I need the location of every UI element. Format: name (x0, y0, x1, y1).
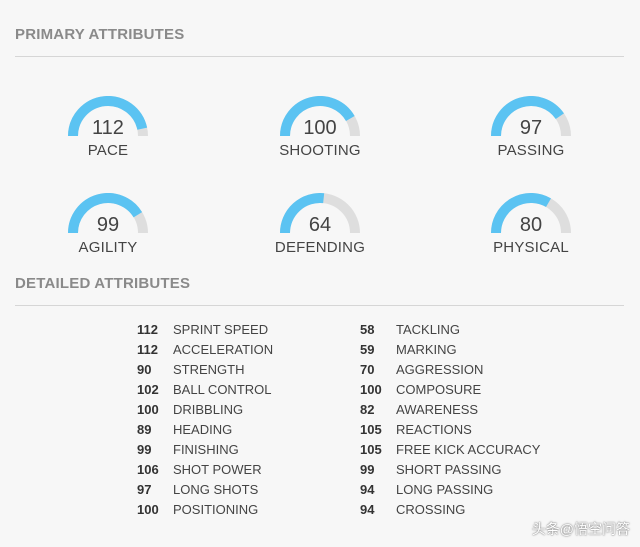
attribute-row: 94 CROSSING (360, 501, 540, 521)
attribute-value: 100 (360, 382, 382, 397)
attribute-name: REACTIONS (396, 422, 472, 437)
gauge-value: 64 (308, 214, 332, 236)
attribute-value: 89 (137, 422, 152, 437)
gauge-fill (491, 96, 564, 136)
gauge-value: 112 (92, 117, 124, 139)
gauge-fill (280, 96, 355, 136)
detailed-divider (15, 305, 624, 306)
attribute-value: 90 (137, 362, 152, 377)
attribute-name: LONG PASSING (396, 482, 494, 497)
gauge-fill (68, 96, 148, 136)
attribute-name: STRENGTH (173, 362, 245, 377)
attribute-name: SPRINT SPEED (173, 322, 269, 337)
attribute-row: 97 LONG SHOTS (137, 481, 273, 501)
gauge-fill (68, 193, 143, 233)
gauge-arc (491, 193, 571, 233)
attribute-row: 58 TACKLING (360, 321, 540, 341)
primary-divider (15, 56, 624, 57)
attribute-value: 70 (360, 362, 375, 377)
attribute-name: HEADING (173, 422, 233, 437)
attribute-value: 58 (360, 322, 375, 337)
attribute-name: LONG SHOTS (173, 482, 259, 497)
gauge-pace: 112 PACE (38, 96, 178, 176)
attribute-row: 105 REACTIONS (360, 421, 540, 441)
gauge-arc (280, 193, 360, 233)
watermark-text: 头条@悟空问答 (531, 521, 630, 537)
attribute-row: 100 DRIBBLING (137, 401, 273, 421)
attribute-row: 100 COMPOSURE (360, 381, 540, 401)
gauge-arc (68, 193, 148, 233)
attribute-row: 82 AWARENESS (360, 401, 540, 421)
attribute-value: 106 (137, 462, 159, 477)
attribute-name: TACKLING (396, 322, 461, 337)
attribute-row: 94 LONG PASSING (360, 481, 540, 501)
gauge-value: 97 (519, 117, 543, 139)
attribute-value: 99 (360, 462, 375, 477)
attribute-value: 102 (137, 382, 159, 397)
attribute-row: 90 STRENGTH (137, 361, 273, 381)
attribute-row: 100 POSITIONING (137, 501, 273, 521)
attribute-name: SHOT POWER (173, 462, 262, 477)
attribute-row: 89 HEADING (137, 421, 273, 441)
gauge-fill (280, 193, 325, 233)
gauge-label: DEFENDING (274, 239, 366, 256)
gauge-fill (491, 193, 551, 233)
detailed-attributes-title: DETAILED ATTRIBUTES (15, 275, 191, 292)
attributes-left-column: 112 SPRINT SPEED 112 ACCELERATION 90 STRENG… (137, 321, 273, 521)
attribute-row: 102 BALL CONTROL (137, 381, 273, 401)
gauge-passing: 97 PASSING (461, 96, 601, 176)
attribute-name: FREE KICK ACCURACY (396, 442, 541, 457)
gauge-arc (68, 96, 148, 136)
primary-attributes-title: PRIMARY ATTRIBUTES (15, 26, 185, 43)
attribute-name: DRIBBLING (173, 402, 244, 417)
attribute-row: 99 SHORT PASSING (360, 461, 540, 481)
attribute-value: 97 (137, 482, 152, 497)
attribute-value: 112 (137, 342, 158, 357)
attribute-value: 100 (137, 402, 159, 417)
attribute-name: COMPOSURE (396, 382, 482, 397)
gauge-value: 99 (96, 214, 120, 236)
attribute-row: 112 SPRINT SPEED (137, 321, 273, 341)
attribute-name: AGGRESSION (396, 362, 484, 377)
attribute-name: BALL CONTROL (173, 382, 272, 397)
attributes-right-column: 58 TACKLING 59 MARKING 70 AGGRESSION 100 COM… (360, 321, 540, 521)
attribute-name: FINISHING (173, 442, 239, 457)
attribute-row: 112 ACCELERATION (137, 341, 273, 361)
gauge-defending: 64 DEFENDING (250, 193, 390, 273)
gauge-label: PASSING (497, 142, 565, 159)
gauge-label: SHOOTING (279, 142, 361, 159)
gauge-agility: 99 AGILITY (38, 193, 178, 273)
attribute-value: 94 (360, 502, 375, 517)
attribute-value: 105 (360, 422, 382, 437)
attribute-value: 105 (360, 442, 382, 457)
gauge-label: AGILITY (78, 239, 138, 256)
attribute-name: AWARENESS (396, 402, 479, 417)
attribute-row: 99 FINISHING (137, 441, 273, 461)
attribute-name: POSITIONING (173, 502, 259, 517)
gauge-physical: 80 PHYSICAL (461, 193, 601, 273)
attribute-row: 59 MARKING (360, 341, 540, 361)
gauge-arc (491, 96, 571, 136)
attribute-value: 59 (360, 342, 375, 357)
attribute-value: 94 (360, 482, 375, 497)
attribute-value: 112 (137, 322, 158, 337)
attribute-name: CROSSING (396, 502, 466, 517)
gauge-label: PHYSICAL (493, 239, 569, 256)
gauge-shooting: 100 SHOOTING (250, 96, 390, 176)
gauge-arc (280, 96, 360, 136)
attribute-value: 100 (137, 502, 159, 517)
attribute-name: MARKING (396, 342, 457, 357)
attribute-name: ACCELERATION (173, 342, 274, 357)
attribute-value: 99 (137, 442, 152, 457)
attribute-name: SHORT PASSING (396, 462, 502, 477)
gauge-label: PACE (87, 142, 129, 159)
attribute-row: 106 SHOT POWER (137, 461, 273, 481)
gauge-value: 100 (303, 117, 337, 139)
attribute-row: 70 AGGRESSION (360, 361, 540, 381)
attribute-row: 105 FREE KICK ACCURACY (360, 441, 540, 461)
attribute-value: 82 (360, 402, 375, 417)
gauge-value: 80 (519, 214, 543, 236)
